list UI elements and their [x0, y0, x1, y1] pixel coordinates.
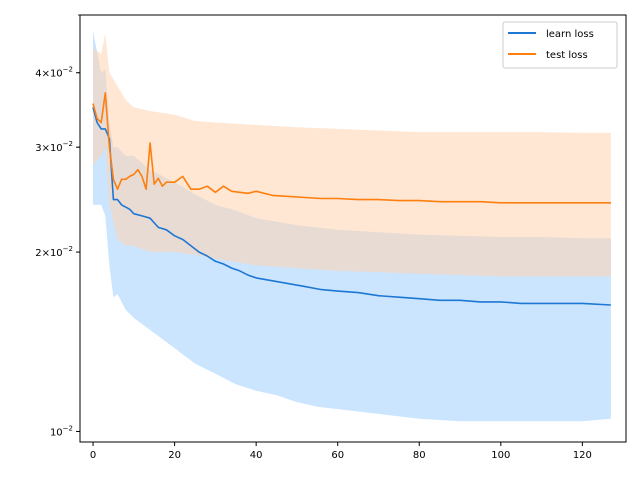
x-axis: 0 20 40 60 80 100 120	[90, 442, 592, 461]
line-learn-loss	[92, 107, 611, 306]
line-test-loss	[92, 92, 611, 204]
plot-area-frame	[79, 14, 627, 443]
x-tick-label: 80	[413, 450, 426, 461]
x-tick-label: 0	[90, 450, 96, 461]
x-tick-label: 100	[491, 450, 510, 461]
legend-label-learn-loss: learn loss	[546, 29, 594, 40]
y-tick-label: 3×10−2	[35, 140, 73, 154]
x-tick-label: 60	[331, 450, 344, 461]
y-tick-label: 2×10−2	[35, 245, 73, 259]
confidence-bands	[93, 31, 611, 422]
band-test-loss	[93, 33, 611, 277]
series-lines	[92, 92, 611, 306]
legend-label-test-loss: test loss	[546, 50, 588, 61]
legend: learn loss test loss	[502, 21, 618, 69]
x-tick-label: 40	[250, 450, 263, 461]
x-tick-label: 120	[573, 450, 592, 461]
x-tick-label: 20	[168, 450, 181, 461]
y-axis: 10−2 2×10−2 3×10−2 4×10−2	[35, 14, 80, 438]
y-tick-label: 10−2	[50, 424, 73, 438]
band-learn-loss	[93, 31, 611, 422]
y-tick-label: 4×10−2	[35, 66, 73, 80]
